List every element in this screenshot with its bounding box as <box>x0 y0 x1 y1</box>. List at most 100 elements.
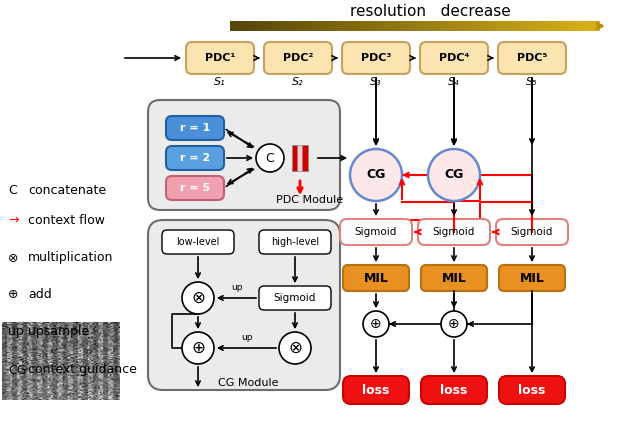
FancyBboxPatch shape <box>421 376 487 404</box>
Bar <box>477 21 483 31</box>
FancyBboxPatch shape <box>343 376 409 404</box>
Text: ⊕: ⊕ <box>370 317 382 331</box>
FancyBboxPatch shape <box>340 219 412 245</box>
Bar <box>273 21 280 31</box>
Text: up: up <box>8 325 24 338</box>
FancyBboxPatch shape <box>499 265 565 291</box>
Bar <box>415 21 422 31</box>
Text: MIL: MIL <box>520 271 545 284</box>
Text: S₂: S₂ <box>292 77 304 87</box>
Circle shape <box>182 282 214 314</box>
Bar <box>403 21 410 31</box>
Bar <box>341 21 348 31</box>
Text: PDC³: PDC³ <box>361 53 391 63</box>
Text: Sigmoid: Sigmoid <box>511 227 553 237</box>
Bar <box>428 21 434 31</box>
Bar <box>421 21 428 31</box>
Bar <box>557 21 563 31</box>
Text: upsample: upsample <box>28 325 89 338</box>
Circle shape <box>182 332 214 364</box>
Circle shape <box>363 311 389 337</box>
Text: PDC¹: PDC¹ <box>205 53 235 63</box>
Bar <box>378 21 385 31</box>
Bar <box>323 21 329 31</box>
FancyBboxPatch shape <box>166 116 224 140</box>
Bar <box>230 21 237 31</box>
Bar <box>514 21 520 31</box>
Bar <box>465 21 471 31</box>
Bar <box>365 21 372 31</box>
Bar <box>495 21 502 31</box>
Bar <box>292 145 298 171</box>
Circle shape <box>350 149 402 201</box>
Bar <box>563 21 570 31</box>
Bar <box>575 21 582 31</box>
Text: ⊕: ⊕ <box>448 317 460 331</box>
Bar <box>452 21 459 31</box>
Bar <box>390 21 397 31</box>
Text: PDC⁵: PDC⁵ <box>517 53 547 63</box>
FancyBboxPatch shape <box>166 146 224 170</box>
Text: ⊕: ⊕ <box>191 339 205 357</box>
Bar <box>279 21 286 31</box>
Bar <box>298 21 305 31</box>
Bar <box>483 21 490 31</box>
Bar <box>329 21 335 31</box>
Text: high-level: high-level <box>271 237 319 247</box>
Text: concatenate: concatenate <box>28 184 106 197</box>
Circle shape <box>441 311 467 337</box>
Bar <box>360 21 366 31</box>
FancyBboxPatch shape <box>148 220 340 390</box>
Text: r = 1: r = 1 <box>180 123 210 133</box>
Bar <box>302 145 308 171</box>
Bar <box>520 21 527 31</box>
Bar <box>335 21 342 31</box>
Circle shape <box>256 144 284 172</box>
Text: Sigmoid: Sigmoid <box>274 293 316 303</box>
Bar <box>545 21 551 31</box>
FancyBboxPatch shape <box>259 230 331 254</box>
Bar <box>255 21 261 31</box>
Bar <box>458 21 465 31</box>
FancyBboxPatch shape <box>259 286 331 310</box>
Bar <box>508 21 514 31</box>
Bar <box>594 21 600 31</box>
Bar <box>582 21 588 31</box>
Text: context guidance: context guidance <box>28 363 137 376</box>
Bar <box>297 145 303 171</box>
FancyBboxPatch shape <box>264 42 332 74</box>
Text: S₁: S₁ <box>214 77 226 87</box>
Text: CG: CG <box>444 168 464 181</box>
Bar <box>248 21 255 31</box>
Text: ⊗: ⊗ <box>288 339 302 357</box>
FancyBboxPatch shape <box>148 100 340 210</box>
Text: Sigmoid: Sigmoid <box>433 227 475 237</box>
Text: CG: CG <box>8 363 26 376</box>
FancyBboxPatch shape <box>162 230 234 254</box>
Bar <box>372 21 378 31</box>
Text: →: → <box>8 214 19 227</box>
Bar <box>267 21 274 31</box>
Text: C: C <box>8 184 17 197</box>
FancyBboxPatch shape <box>342 42 410 74</box>
Text: resolution   decrease: resolution decrease <box>349 5 510 19</box>
Bar <box>292 21 298 31</box>
Bar <box>489 21 495 31</box>
Text: CG Module: CG Module <box>218 378 278 388</box>
Text: CG: CG <box>366 168 386 181</box>
Text: PDC⁴: PDC⁴ <box>439 53 469 63</box>
Text: r = 2: r = 2 <box>180 153 210 163</box>
FancyBboxPatch shape <box>343 265 409 291</box>
Bar <box>433 21 440 31</box>
Bar <box>243 21 249 31</box>
Text: S₅: S₅ <box>526 77 538 87</box>
FancyBboxPatch shape <box>499 376 565 404</box>
Bar <box>588 21 595 31</box>
Bar <box>446 21 452 31</box>
Bar <box>316 21 323 31</box>
Text: C: C <box>266 151 275 165</box>
Bar <box>236 21 243 31</box>
Bar <box>304 21 310 31</box>
Bar <box>532 21 539 31</box>
Text: MIL: MIL <box>364 271 388 284</box>
